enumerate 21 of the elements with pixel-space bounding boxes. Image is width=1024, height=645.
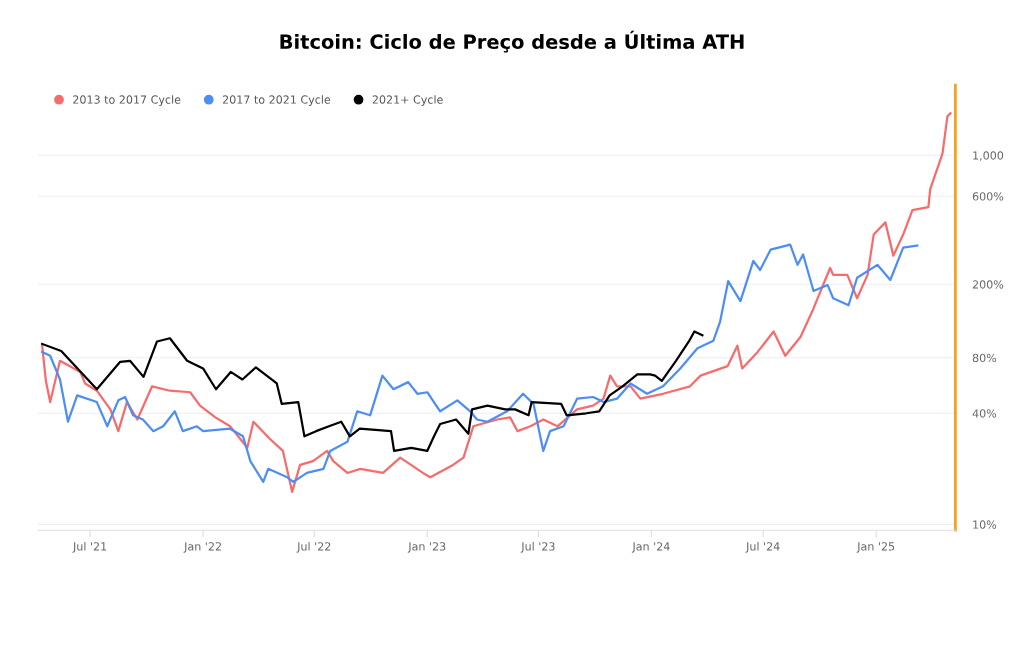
- x-tick-label: Jul '24: [745, 542, 780, 553]
- legend-label: 2013 to 2017 Cycle: [73, 95, 181, 106]
- line-series: [41, 112, 952, 493]
- legend-label: 2021+ Cycle: [372, 95, 443, 106]
- line-series: [41, 243, 919, 483]
- x-tick-label: Jan '24: [631, 542, 670, 553]
- chart-title: Bitcoin: Ciclo de Preço desde a Última ATH: [280, 30, 744, 53]
- x-tick-label: Jul '22: [296, 542, 331, 553]
- y-tick-label: 40%: [972, 409, 997, 418]
- y-tick-label: 1,000: [973, 151, 1004, 161]
- y-tick-label: 200%: [972, 280, 1004, 289]
- legend-label: 2017 to 2021 Cycle: [222, 95, 331, 106]
- x-tick-label: Jul '21: [72, 542, 107, 553]
- y-tick-label: 10%: [973, 520, 997, 529]
- y-tick-label: 80%: [972, 353, 997, 363]
- x-tick-label: Jan '22: [183, 542, 221, 553]
- x-tick-label: Jul '23: [520, 542, 555, 553]
- x-tick-label: Jan '23: [407, 542, 446, 553]
- x-tick-label: Jan '25: [856, 542, 895, 553]
- y-tick-label: 600%: [972, 192, 1004, 201]
- line-series: [41, 330, 704, 453]
